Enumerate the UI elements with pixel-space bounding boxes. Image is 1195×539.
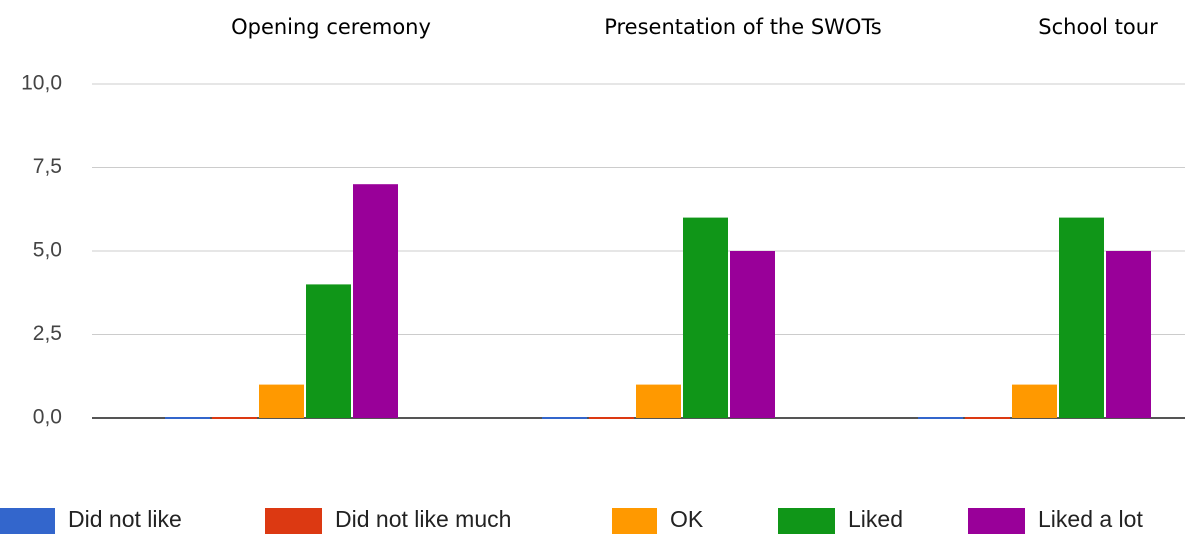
y-tick-label: 10,0 (21, 72, 62, 95)
bar (730, 251, 775, 418)
legend-label: Liked (848, 506, 903, 532)
category-label: Presentation of the SWOTs (604, 15, 882, 39)
bar (212, 417, 257, 419)
bar (165, 417, 210, 419)
bar (918, 417, 963, 419)
y-tick-label: 5,0 (33, 239, 62, 262)
legend-label: OK (670, 506, 704, 532)
bar (1012, 384, 1057, 418)
category-label: Opening ceremony (231, 15, 431, 39)
legend-swatch (778, 508, 835, 534)
bar (683, 217, 728, 418)
bar (1106, 251, 1151, 418)
bar (965, 417, 1010, 419)
legend-label: Did not like (68, 506, 182, 532)
legend-label: Liked a lot (1038, 506, 1143, 532)
bar (259, 384, 304, 418)
bar (1059, 217, 1104, 418)
legend-swatch (612, 508, 657, 534)
y-tick-label: 7,5 (33, 155, 62, 178)
legend-swatch (0, 508, 55, 534)
bar (542, 417, 587, 419)
legend-label: Did not like much (335, 506, 511, 532)
bar (306, 284, 351, 418)
bar (636, 384, 681, 418)
bar (353, 184, 398, 418)
legend-swatch (968, 508, 1025, 534)
legend-swatch (265, 508, 322, 534)
bar (589, 417, 634, 419)
y-tick-label: 2,5 (33, 322, 62, 345)
category-label: School tour (1038, 15, 1158, 39)
y-tick-label: 0,0 (33, 406, 62, 429)
